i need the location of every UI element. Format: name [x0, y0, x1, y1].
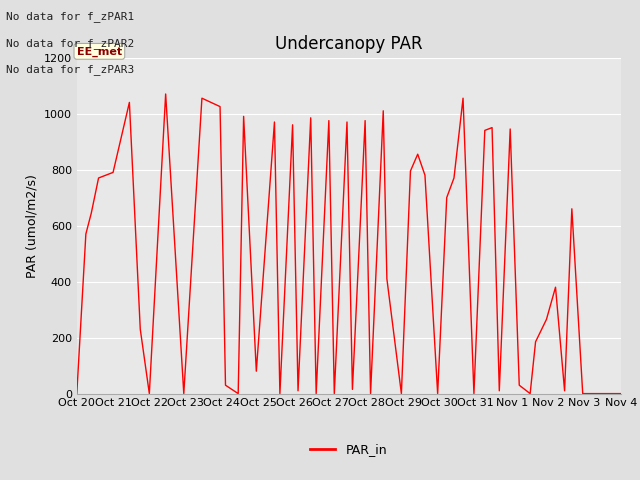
PAR_in: [617, 391, 625, 396]
Text: EE_met: EE_met: [77, 46, 122, 57]
Text: No data for f_zPAR3: No data for f_zPAR3: [6, 64, 134, 75]
Title: Undercanopy PAR: Undercanopy PAR: [275, 35, 422, 53]
PAR_in: [481, 128, 489, 133]
Text: No data for f_zPAR1: No data for f_zPAR1: [6, 11, 134, 22]
PAR_in: [162, 91, 170, 97]
PAR_in: [343, 119, 351, 125]
Legend: PAR_in: PAR_in: [305, 438, 392, 461]
PAR_in: [470, 391, 477, 396]
PAR_in: [95, 175, 102, 181]
Line: PAR_in: PAR_in: [77, 94, 621, 394]
PAR_in: [252, 368, 260, 374]
PAR_in: [73, 391, 81, 396]
Text: No data for f_zPAR2: No data for f_zPAR2: [6, 37, 134, 48]
Y-axis label: PAR (umol/m2/s): PAR (umol/m2/s): [25, 174, 38, 277]
PAR_in: [88, 210, 95, 216]
